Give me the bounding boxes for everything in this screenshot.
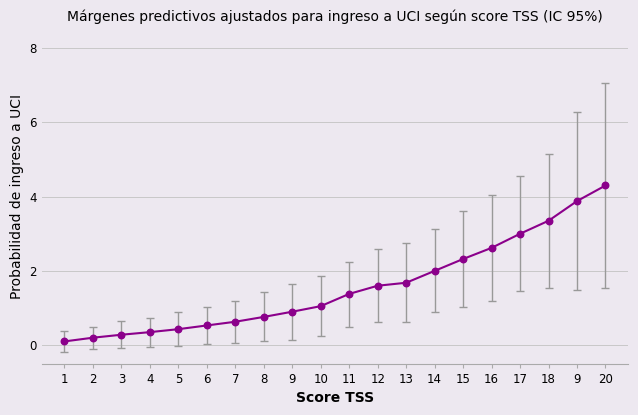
Point [429,268,440,274]
Y-axis label: Probabilidad de ingreso a UCI: Probabilidad de ingreso a UCI [10,94,24,299]
Point [600,182,611,189]
Title: Márgenes predictivos ajustados para ingreso a UCI según score TSS (IC 95%): Márgenes predictivos ajustados para ingr… [67,10,603,24]
Point [287,308,297,315]
Point [88,334,98,341]
Point [230,318,241,325]
Point [174,326,184,332]
Point [373,283,383,289]
Point [572,198,582,205]
Point [316,303,326,310]
Point [401,279,412,286]
Point [59,338,70,345]
Point [458,256,468,262]
Point [258,314,269,320]
Point [344,290,354,297]
Point [515,230,525,237]
Point [487,244,497,251]
Point [202,322,212,329]
Point [544,217,554,224]
Point [116,332,126,338]
X-axis label: Score TSS: Score TSS [296,391,374,405]
Point [145,329,155,335]
